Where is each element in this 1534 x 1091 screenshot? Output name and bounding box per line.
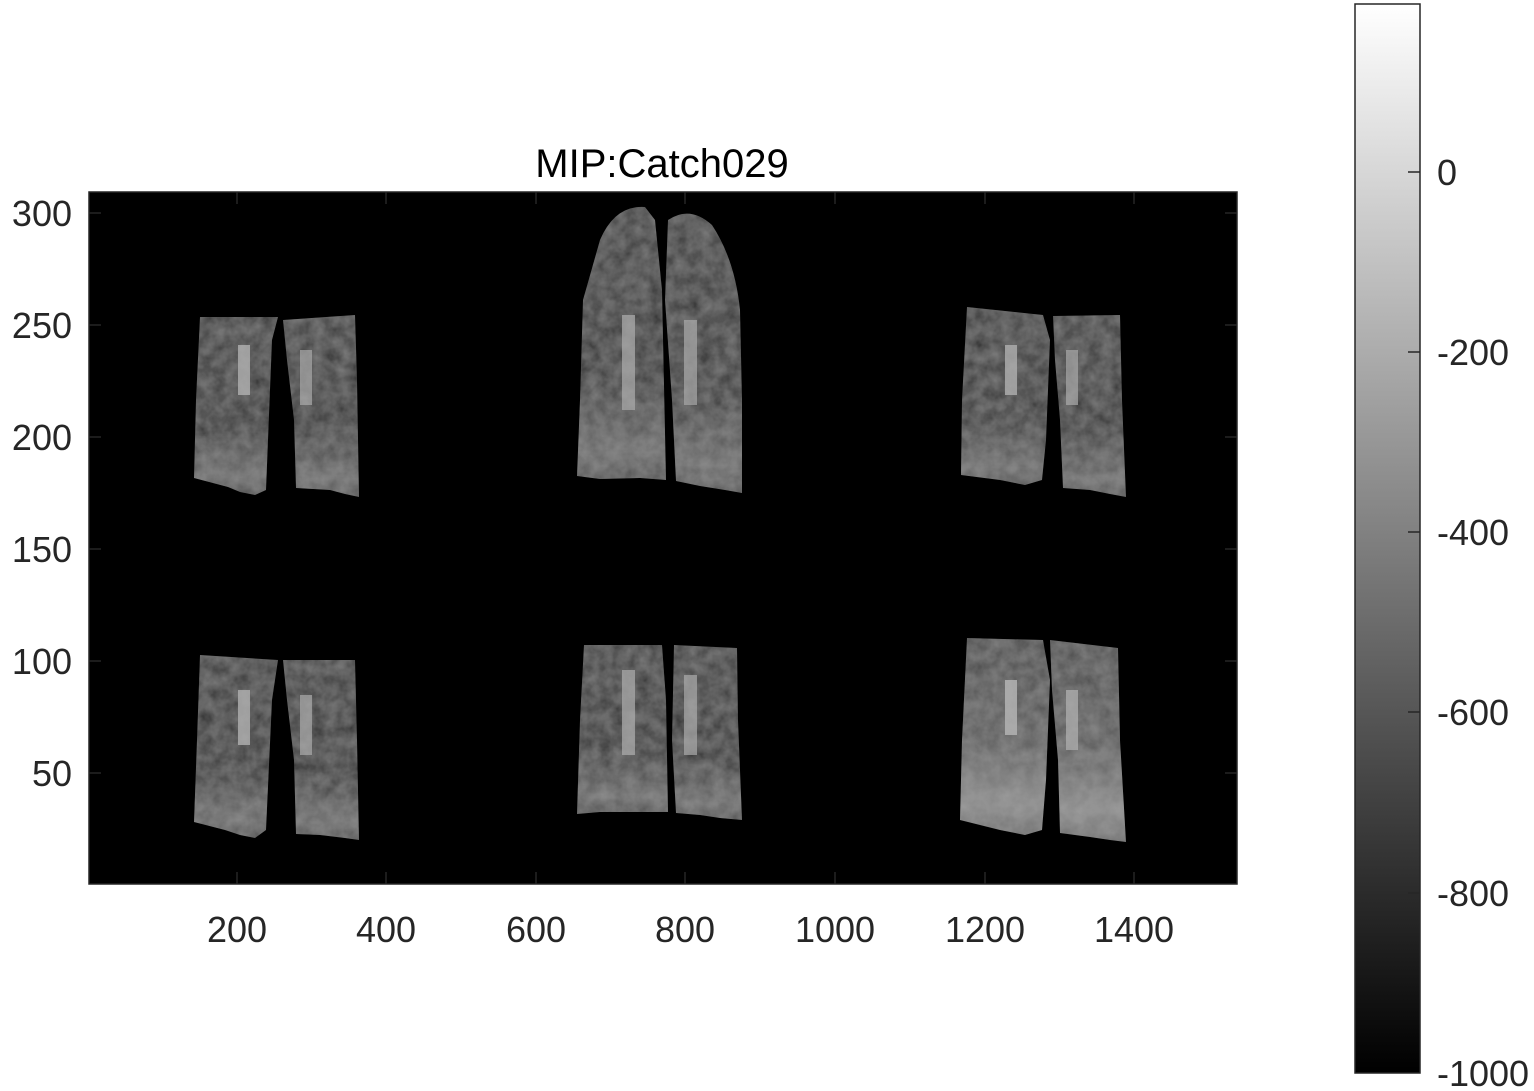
x-tick-label: 1400 — [1094, 909, 1174, 950]
top-left-lung-panel — [194, 315, 359, 497]
x-axis — [236, 192, 1135, 884]
colorbar-tick-label: -800 — [1437, 873, 1509, 914]
x-tick-label: 800 — [655, 909, 715, 950]
y-tick-label: 250 — [12, 305, 72, 346]
y-tick-labels: 300 250 200 150 100 50 — [12, 193, 72, 794]
x-tick-label: 200 — [207, 909, 267, 950]
lung-panels — [194, 206, 1126, 842]
bottom-center-lung-panel — [577, 645, 742, 820]
y-tick-label: 100 — [12, 641, 72, 682]
colorbar-gradient — [1354, 3, 1421, 1074]
colorbar: 0 -200 -400 -600 -800 -1000 — [1354, 3, 1529, 1091]
bottom-left-lung-panel — [194, 655, 359, 840]
colorbar-tick-label: 0 — [1437, 152, 1457, 193]
figure-title: MIP:Catch029 — [535, 142, 788, 186]
bottom-right-lung-panel — [960, 638, 1126, 842]
y-tick-label: 300 — [12, 193, 72, 234]
top-center-lung-panel — [577, 206, 742, 494]
x-tick-label: 1200 — [945, 909, 1025, 950]
x-tick-label: 400 — [356, 909, 416, 950]
y-axis — [89, 212, 1237, 774]
y-tick-label: 150 — [12, 529, 72, 570]
y-tick-label: 50 — [32, 753, 72, 794]
y-tick-label: 200 — [12, 417, 72, 458]
colorbar-tick-label: -200 — [1437, 332, 1509, 373]
x-tick-label: 600 — [506, 909, 566, 950]
colorbar-tick-label: -600 — [1437, 692, 1509, 733]
colorbar-tick-label: -1000 — [1437, 1053, 1529, 1091]
colorbar-tick-label: -400 — [1437, 512, 1509, 553]
x-tick-label: 1000 — [795, 909, 875, 950]
colorbar-ticks — [1408, 171, 1420, 894]
top-right-lung-panel — [961, 307, 1126, 497]
x-tick-labels: 200 400 600 800 1000 1200 1400 — [207, 909, 1174, 950]
